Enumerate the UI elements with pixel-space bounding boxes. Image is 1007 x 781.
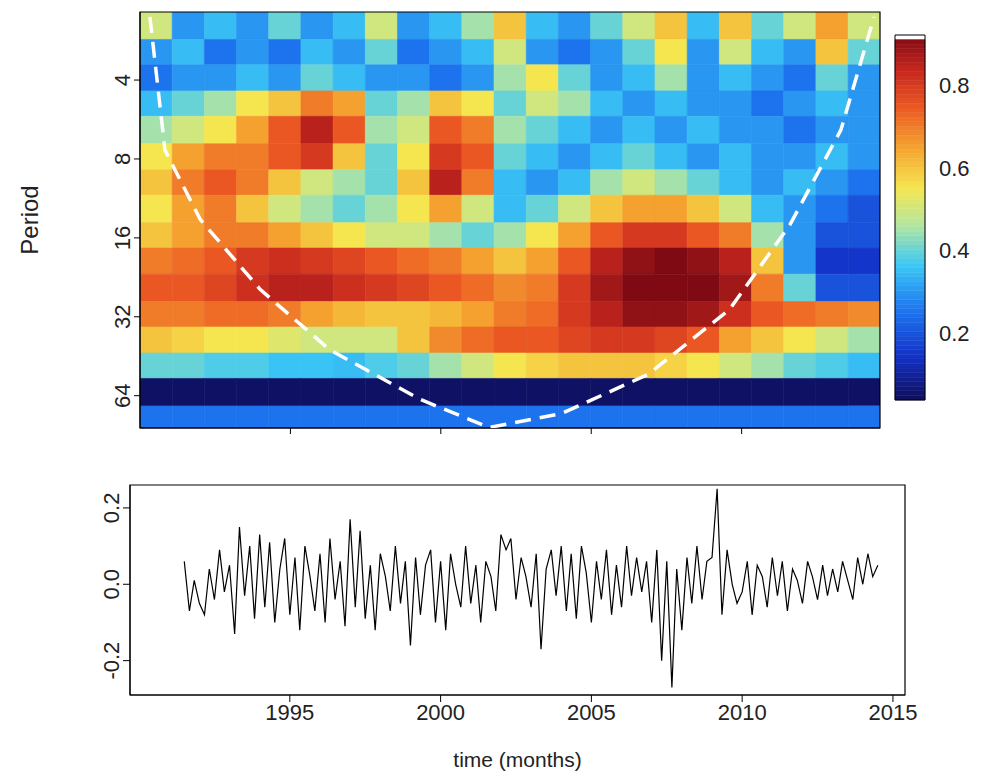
html-text:time (months): time (months) xyxy=(453,748,582,771)
svg-text:Period: Period xyxy=(16,185,43,254)
svg-text:16: 16 xyxy=(110,226,135,250)
svg-text:0.0: 0.0 xyxy=(99,569,124,600)
svg-text:0.6: 0.6 xyxy=(939,156,970,181)
svg-text:2010: 2010 xyxy=(718,700,767,725)
svg-text:-0.2: -0.2 xyxy=(99,642,124,680)
svg-text:32: 32 xyxy=(110,305,135,329)
svg-text:2000: 2000 xyxy=(416,700,465,725)
svg-text:0.2: 0.2 xyxy=(939,321,970,346)
svg-text:64: 64 xyxy=(110,383,135,407)
svg-text:8: 8 xyxy=(110,153,135,165)
svg-text:2005: 2005 xyxy=(567,700,616,725)
svg-text:0.2: 0.2 xyxy=(99,493,124,524)
svg-text:0.8: 0.8 xyxy=(939,73,970,98)
svg-text:0.4: 0.4 xyxy=(939,238,970,263)
svg-text:2015: 2015 xyxy=(868,700,917,725)
svg-text:1995: 1995 xyxy=(265,700,314,725)
svg-text:4: 4 xyxy=(110,74,135,86)
